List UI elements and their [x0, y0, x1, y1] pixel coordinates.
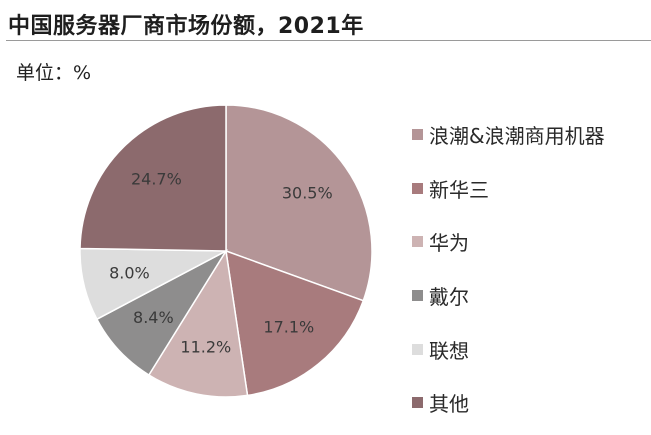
legend-label: 浪潮&浪潮商用机器 [429, 124, 605, 149]
pie-slice-6 [79, 104, 227, 252]
legend-item: 联想 [412, 322, 605, 376]
legend-item: 浪潮&浪潮商用机器 [412, 108, 605, 162]
legend-label: 其他 [429, 392, 469, 417]
chart-legend: 浪潮&浪潮商用机器 新华三华为戴尔联想其他 [412, 108, 605, 430]
legend-swatch [412, 236, 423, 248]
chart-title: 中国服务器厂商市场份额，2021年 [8, 14, 364, 39]
title-divider [6, 40, 651, 41]
legend-label: 联想 [429, 338, 469, 363]
unit-label: 单位：% [16, 62, 92, 84]
legend-label: 华为 [429, 231, 469, 256]
legend-label: 新华三 [429, 177, 489, 202]
legend-item: 戴尔 [412, 269, 605, 323]
slice-label-3: 11.2% [180, 338, 231, 357]
slice-label-1: 30.5% [282, 183, 333, 202]
slice-label-4: 8.4% [133, 308, 174, 327]
legend-label: 戴尔 [429, 285, 469, 310]
legend-item: 新华三 [412, 162, 605, 216]
legend-swatch [412, 343, 423, 355]
pie-slice-1 [225, 104, 373, 302]
legend-swatch [412, 129, 423, 141]
legend-swatch [412, 397, 423, 409]
legend-swatch [412, 182, 423, 194]
pie-slice-2 [225, 249, 365, 397]
slice-label-6: 24.7% [131, 170, 182, 189]
legend-swatch [412, 290, 423, 302]
slice-label-2: 17.1% [263, 317, 314, 336]
legend-item: 其他 [412, 376, 605, 430]
pie-slice-3 [147, 248, 249, 398]
slice-label-5: 8.0% [109, 264, 150, 283]
legend-item: 华为 [412, 215, 605, 269]
